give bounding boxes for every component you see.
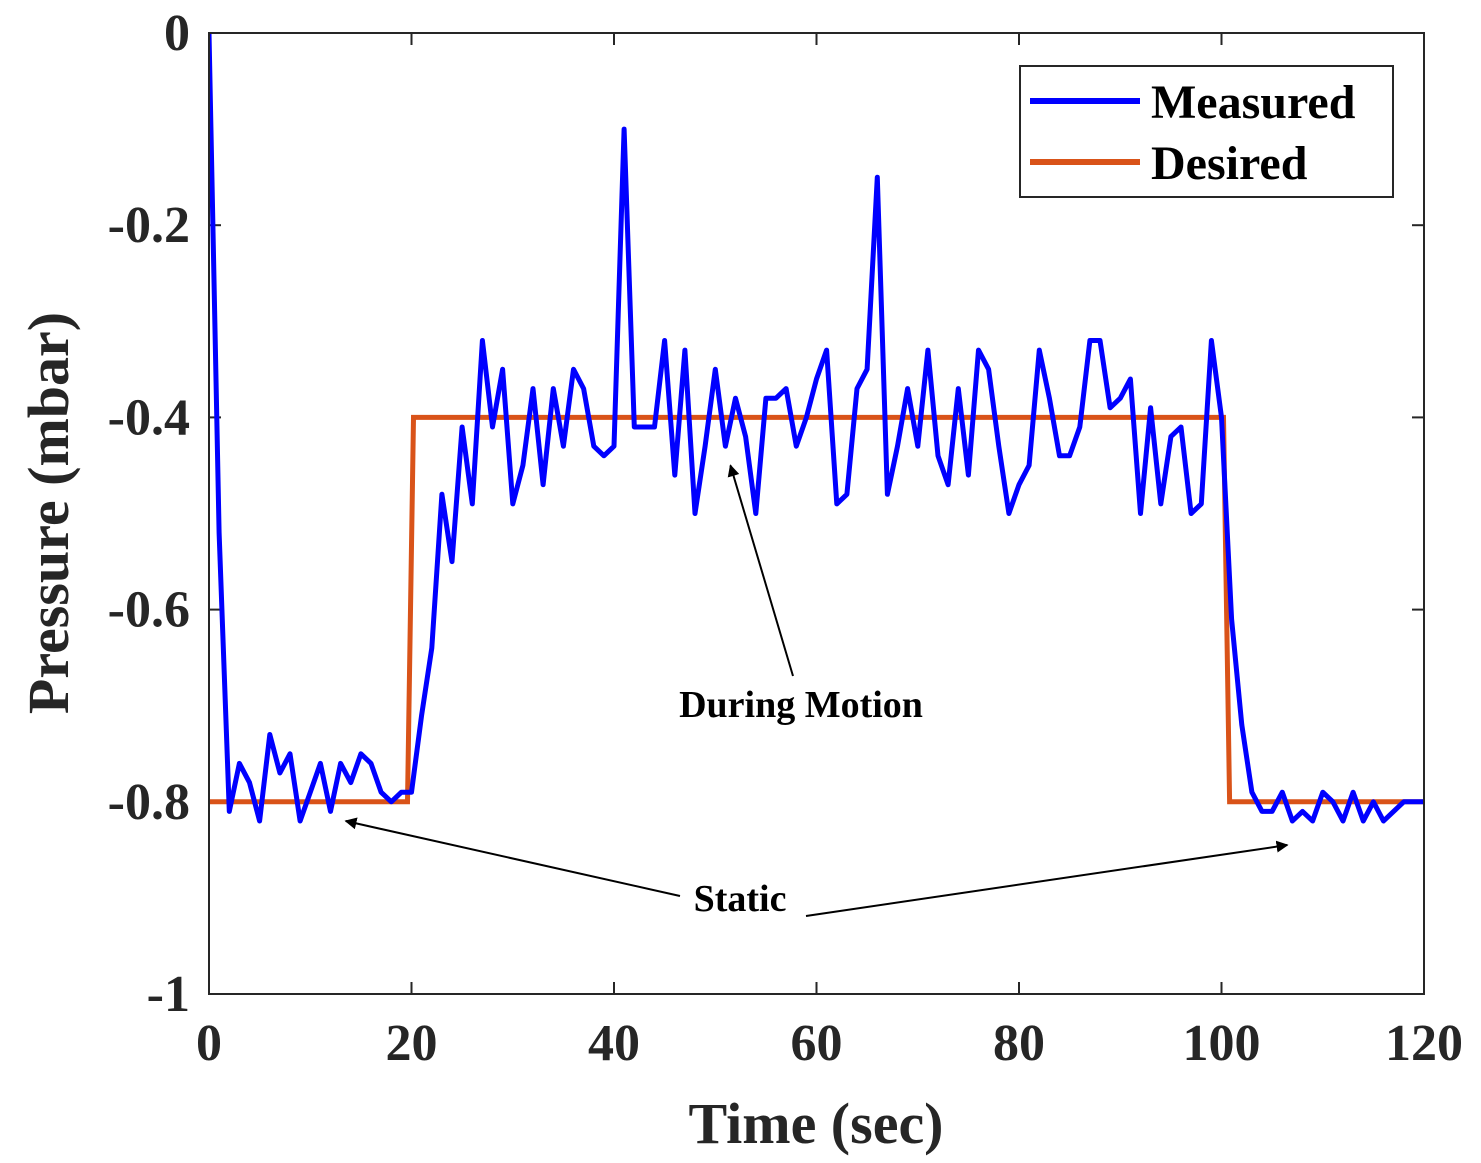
x-tick-label: 120 [1385, 1015, 1463, 1072]
x-tick-label: 20 [386, 1015, 438, 1072]
y-axis-label: Pressure (mbar) [16, 312, 81, 714]
annotation-arrow-motion [727, 464, 794, 677]
y-tick-label: -0.2 [108, 197, 190, 254]
y-tick-label: 0 [164, 5, 190, 62]
y-tick-label: -1 [147, 966, 190, 1023]
x-tick-label: 40 [588, 1015, 640, 1072]
annotation-arrow-static-right [805, 840, 1289, 917]
annotation-static: Static [694, 878, 787, 920]
x-tick-labels: 0 20 40 60 80 100 120 [196, 1015, 1463, 1072]
legend-box [1019, 65, 1394, 198]
measured-series-line [209, 33, 1424, 824]
y-tick-labels: 0 -0.2 -0.4 -0.6 -0.8 -1 [108, 5, 190, 1023]
y-tick-label: -0.8 [108, 774, 190, 831]
x-tick-label: 100 [1183, 1015, 1261, 1072]
legend-label-desired: Desired [1151, 137, 1308, 190]
annotation-during-motion: During Motion [679, 684, 923, 726]
annotations: During Motion Static [344, 464, 1289, 920]
axes-box [208, 32, 1425, 995]
desired-series-line [209, 414, 1424, 805]
x-axis-label: Time (sec) [689, 1091, 944, 1156]
x-tick-label: 60 [791, 1015, 843, 1072]
legend-label-measured: Measured [1151, 76, 1356, 129]
y-tick-label: -0.4 [108, 389, 190, 446]
legend: Measured Desired [1019, 65, 1394, 198]
x-tick-label: 80 [993, 1015, 1045, 1072]
x-tick-label: 0 [196, 1015, 222, 1072]
y-tick-label: -0.6 [108, 582, 190, 639]
series-area [209, 33, 1424, 824]
annotation-arrow-static-left [344, 817, 681, 897]
